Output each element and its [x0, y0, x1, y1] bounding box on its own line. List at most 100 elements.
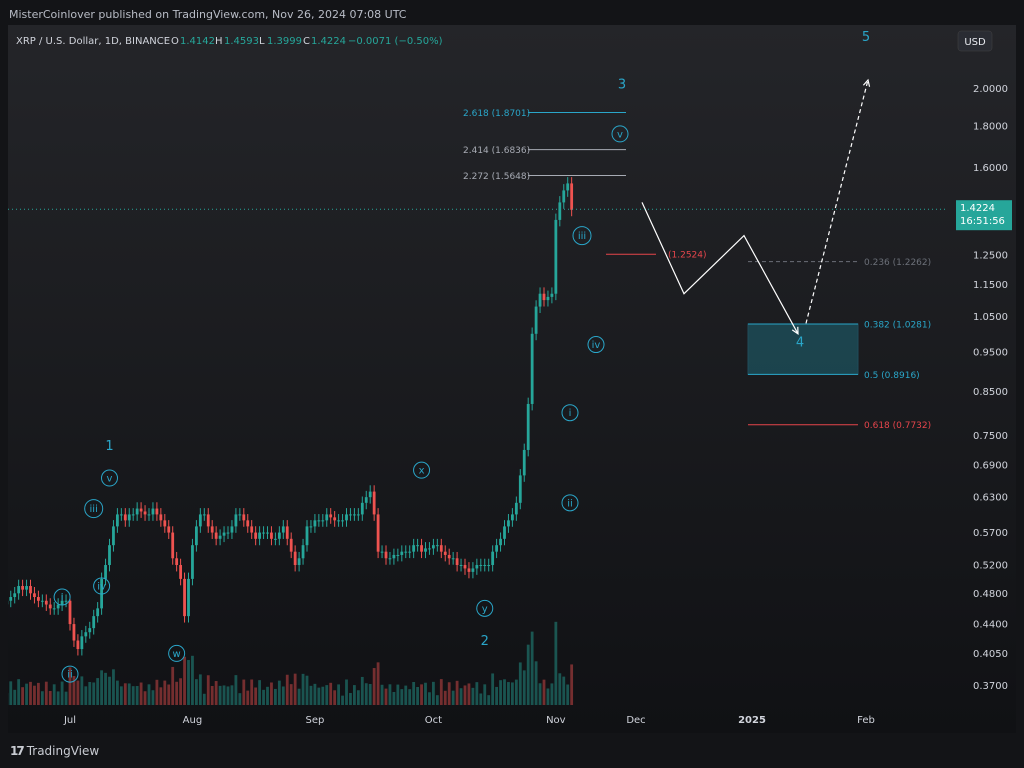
- open-value: 1.4142: [180, 36, 215, 47]
- close-label: C: [303, 36, 310, 47]
- candle: [534, 306, 538, 334]
- y-tick-label: 1.6000: [973, 163, 1008, 174]
- wave-circle: [476, 599, 494, 617]
- volume-bar: [388, 684, 392, 705]
- high-label: H: [215, 36, 223, 47]
- candle: [546, 296, 550, 301]
- chart-frame[interactable]: 2.618 (1.8701) 2.414 (1.6836) 2.272 (1.564…: [8, 25, 1016, 733]
- candle: [226, 532, 230, 534]
- wave-circle: [561, 404, 579, 422]
- currency-label: USD: [964, 37, 986, 48]
- candle: [246, 520, 250, 527]
- volume-bar: [123, 683, 127, 705]
- volume-bar: [329, 682, 333, 705]
- volume-bar: [499, 680, 502, 705]
- wave-circle: [93, 577, 111, 595]
- volume-bar: [487, 695, 491, 705]
- time-axis: Jul Aug Sep Oct Nov Dec 2025 Feb: [63, 715, 875, 726]
- tradingview-logo[interactable]: 17 TradingView: [10, 744, 99, 758]
- candle: [416, 545, 419, 547]
- volume-bar: [198, 674, 202, 705]
- y-tick-label: 1.8000: [973, 121, 1008, 132]
- x-tick-label: 2025: [738, 715, 766, 726]
- volume-bar: [325, 685, 329, 705]
- volume-bar: [44, 681, 48, 705]
- candle: [475, 565, 479, 569]
- volume-bar: [542, 679, 546, 705]
- candle: [439, 545, 443, 552]
- y-tick-label: 1.1500: [973, 280, 1008, 291]
- volume-bar: [404, 685, 408, 705]
- candle: [428, 548, 431, 550]
- tradingview-logo-icon: 17: [10, 744, 25, 758]
- y-tick-label: 1.2500: [973, 250, 1008, 261]
- volume-bar: [380, 684, 384, 705]
- volume-bar: [88, 681, 92, 705]
- wave-label-5: 5: [862, 30, 870, 45]
- wave-circle: [413, 461, 431, 479]
- volume-bar: [68, 667, 72, 705]
- volume-bar: [25, 683, 28, 705]
- candle: [558, 202, 562, 220]
- candle: [459, 565, 463, 567]
- candle: [151, 508, 155, 515]
- candle: [96, 608, 100, 617]
- candle: [127, 514, 131, 521]
- volume-bar: [262, 689, 265, 705]
- candle: [491, 551, 495, 566]
- wave-label-i: i: [61, 593, 64, 604]
- candle: [167, 526, 171, 533]
- volume-bar: [428, 692, 431, 705]
- candle: [222, 532, 226, 536]
- candle: [179, 565, 182, 579]
- wave-label-v: v: [617, 129, 623, 140]
- volume-bar: [175, 681, 179, 705]
- wave-circle: [168, 644, 186, 662]
- volume-bar: [64, 691, 68, 705]
- volume-bar: [554, 621, 558, 705]
- candle: [135, 508, 139, 515]
- volume-bar: [270, 682, 273, 705]
- volume-bar: [309, 685, 313, 705]
- volume-bar: [33, 685, 36, 705]
- volume-bar: [416, 687, 419, 705]
- high-value: 1.4593: [224, 36, 259, 47]
- candle: [550, 293, 554, 297]
- volume-bar: [511, 682, 514, 705]
- candle: [404, 551, 408, 553]
- candle: [139, 508, 143, 512]
- wave-circle: [53, 588, 71, 606]
- candle: [52, 608, 56, 610]
- y-tick-label: 0.7500: [973, 431, 1008, 442]
- currency-badge[interactable]: USD: [957, 30, 993, 52]
- volume-bar: [72, 675, 76, 705]
- candles: [8, 177, 574, 656]
- volume-bar: [424, 682, 427, 705]
- volume-bar: [297, 688, 301, 705]
- volume-bar: [92, 682, 96, 705]
- fib-label: 2.272 (1.5648): [463, 172, 530, 182]
- candle: [56, 604, 60, 609]
- volume-bar: [432, 681, 435, 705]
- volume-bar: [171, 666, 175, 705]
- wave-label-y: y: [482, 604, 488, 615]
- volume-bar: [550, 683, 554, 705]
- fib-label: 0.618 (0.7732): [864, 421, 931, 431]
- price-chart[interactable]: 2.618 (1.8701) 2.414 (1.6836) 2.272 (1.564…: [8, 25, 1016, 733]
- low-label: L: [259, 36, 265, 47]
- volume-bar: [112, 669, 115, 705]
- candle: [511, 514, 514, 521]
- candle: [495, 545, 498, 552]
- y-tick-label: 2.0000: [973, 84, 1008, 95]
- volume-bar: [364, 683, 368, 705]
- wave-label-ii: ii: [67, 670, 73, 681]
- volume-bar: [451, 690, 455, 705]
- volume-bar: [266, 686, 269, 705]
- y-tick-label: 1.0500: [973, 312, 1008, 323]
- volume-bar: [210, 685, 214, 705]
- volume-bar: [530, 631, 534, 705]
- candle: [562, 190, 566, 203]
- wave-label-3: 3: [618, 78, 626, 93]
- candle: [72, 624, 76, 641]
- candle: [435, 545, 439, 547]
